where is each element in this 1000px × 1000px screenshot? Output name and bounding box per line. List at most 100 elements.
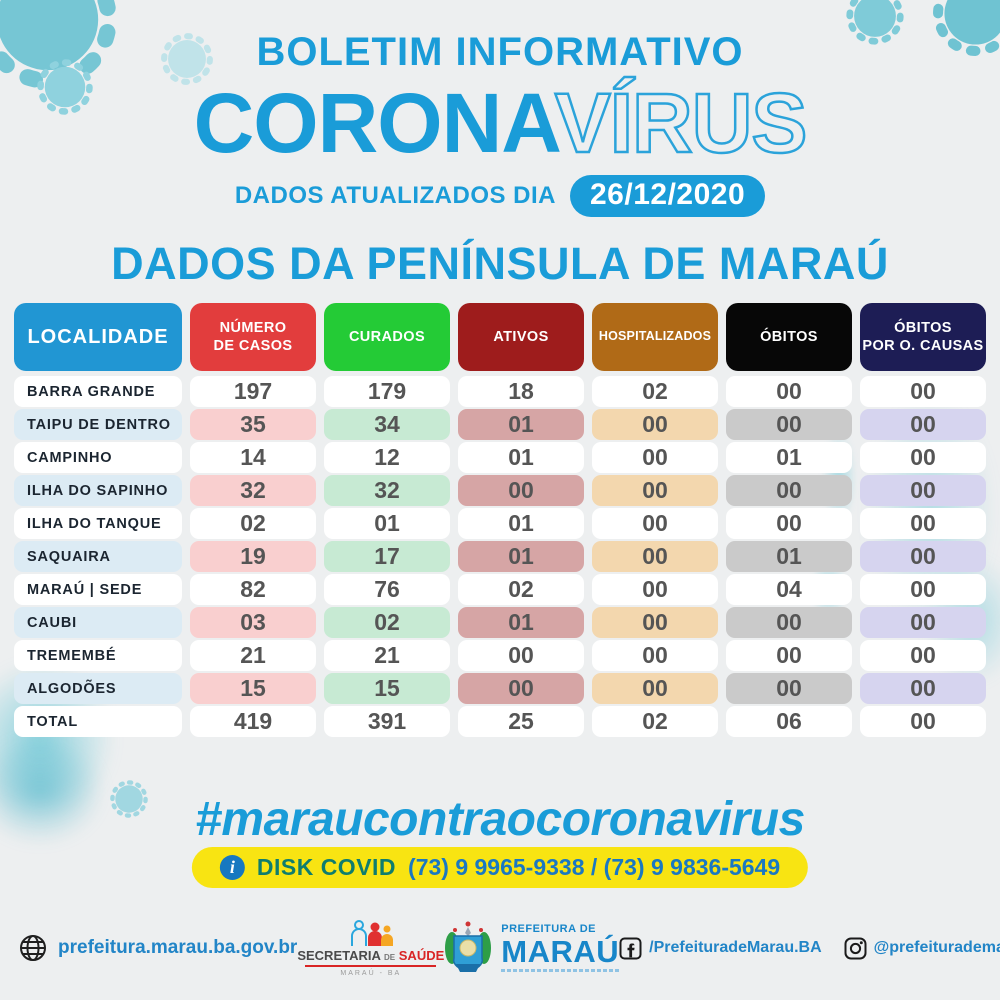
cell-curados: 34: [324, 409, 450, 440]
cell-localidade: MARAÚ | SEDE: [14, 574, 182, 605]
table-row: BARRA GRANDE 197 179 18 02 00 00: [14, 376, 986, 407]
cell-localidade: TAIPU DE DENTRO: [14, 409, 182, 440]
cell-obitos-por-o-causas: 00: [860, 673, 986, 704]
cell-obitos: 00: [726, 673, 852, 704]
updated-label: DADOS ATUALIZADOS DIA: [234, 182, 556, 209]
cell-ativos: 18: [458, 376, 584, 407]
cell-obitos-por-o-causas: 00: [860, 409, 986, 440]
cell-hospitalizados: 00: [592, 508, 718, 539]
cell-ativos: 01: [458, 409, 584, 440]
cell-curados: 32: [324, 475, 450, 506]
cell-curados: 01: [324, 508, 450, 539]
cell-localidade: SAQUAIRA: [14, 541, 182, 572]
cell-numero-de-casos: 19: [190, 541, 316, 572]
cell-curados: 17: [324, 541, 450, 572]
cell-hospitalizados: 02: [592, 706, 718, 737]
globe-icon: [20, 935, 46, 961]
cell-numero-de-casos: 32: [190, 475, 316, 506]
cell-obitos: 04: [726, 574, 852, 605]
column-header-numero-de-casos: NÚMERO DE CASOS: [190, 303, 316, 371]
updated-row: DADOS ATUALIZADOS DIA 26/12/2020: [0, 175, 1000, 217]
cell-obitos-por-o-causas: 00: [860, 640, 986, 671]
cell-hospitalizados: 00: [592, 409, 718, 440]
cell-hospitalizados: 00: [592, 574, 718, 605]
cell-obitos: 01: [726, 442, 852, 473]
cell-ativos: 01: [458, 541, 584, 572]
cell-ativos: 01: [458, 508, 584, 539]
cell-obitos-por-o-causas: 00: [860, 706, 986, 737]
table-row: MARAÚ | SEDE 82 76 02 00 04 00: [14, 574, 986, 605]
cell-numero-de-casos: 21: [190, 640, 316, 671]
cell-obitos-por-o-causas: 00: [860, 574, 986, 605]
cell-numero-de-casos: 02: [190, 508, 316, 539]
cell-curados: 76: [324, 574, 450, 605]
cell-hospitalizados: 00: [592, 607, 718, 638]
cell-hospitalizados: 00: [592, 541, 718, 572]
website-url[interactable]: prefeitura.marau.ba.gov.br: [58, 937, 298, 958]
cell-localidade: ILHA DO TANQUE: [14, 508, 182, 539]
cell-localidade: BARRA GRANDE: [14, 376, 182, 407]
table-row: TOTAL 419 391 25 02 06 00: [14, 706, 986, 737]
cell-numero-de-casos: 419: [190, 706, 316, 737]
facebook-link[interactable]: /PrefeituradeMarau.BA: [619, 937, 822, 960]
column-header-localidade: LOCALIDADE: [14, 303, 182, 371]
cell-ativos: 02: [458, 574, 584, 605]
cell-curados: 21: [324, 640, 450, 671]
facebook-icon: [619, 937, 642, 959]
social-links: /PrefeituradeMarau.BA @prefeiturademarau: [619, 937, 1000, 960]
website-link[interactable]: prefeitura.marau.ba.gov.br: [18, 933, 297, 963]
table-row: CAUBI 03 02 01 00 00 00: [14, 607, 986, 638]
table-row: TAIPU DE DENTRO 35 34 01 00 00 00: [14, 409, 986, 440]
cell-ativos: 25: [458, 706, 584, 737]
secretaria-saude-word: SAÚDE: [398, 947, 445, 963]
info-icon: i: [219, 855, 245, 880]
cell-ativos: 00: [458, 673, 584, 704]
campaign-hashtag: #maraucontraocoronavirus: [195, 793, 805, 846]
cell-obitos: 00: [726, 640, 852, 671]
cell-obitos-por-o-causas: 00: [860, 508, 986, 539]
covid-data-table: LOCALIDADE NÚMERO DE CASOS CURADOS ATIVOS HO…: [14, 303, 986, 739]
secretaria-figures-icon: [297, 919, 444, 946]
facebook-handle[interactable]: /PrefeituradeMarau.BA: [649, 939, 822, 956]
prefeitura-name: MARAÚ: [501, 934, 620, 969]
cell-numero-de-casos: 82: [190, 574, 316, 605]
prefeitura-logo-text: PREFEITURA DE MARAÚ: [501, 924, 620, 972]
cell-hospitalizados: 00: [592, 475, 718, 506]
cell-hospitalizados: 02: [592, 376, 718, 407]
cell-obitos-por-o-causas: 00: [860, 376, 986, 407]
table-row: ILHA DO SAPINHO 32 32 00 00 00 00: [14, 475, 986, 506]
cell-localidade: ALGODÕES: [14, 673, 182, 704]
cell-numero-de-casos: 14: [190, 442, 316, 473]
secretaria-logo-rule: [305, 964, 437, 967]
marau-crest-icon: [445, 921, 492, 972]
column-header-hospitalizados: HOSPITALIZADOS: [592, 303, 718, 371]
cell-localidade: ILHA DO SAPINHO: [14, 475, 182, 506]
cell-hospitalizados: 00: [592, 640, 718, 671]
column-header-obitos-por-o-causas: ÓBITOS POR O. CAUSAS: [860, 303, 986, 371]
column-header-curados: CURADOS: [324, 303, 450, 371]
table-body: BARRA GRANDE 197 179 18 02 00 00 TAIPU DE DENTR…: [14, 376, 986, 737]
cell-obitos: 00: [726, 508, 852, 539]
table-row: ALGODÕES 15 15 00 00 00 00: [14, 673, 986, 704]
instagram-link[interactable]: @prefeiturademarau: [844, 937, 1000, 960]
cell-hospitalizados: 00: [592, 673, 718, 704]
secretaria-word: SECRETARIA: [297, 947, 381, 963]
cell-hospitalizados: 00: [592, 442, 718, 473]
table-row: CAMPINHO 14 12 01 00 01 00: [14, 442, 986, 473]
secretaria-de: DE: [384, 952, 396, 962]
cell-localidade: TOTAL: [14, 706, 182, 737]
title-solid-part: CORONA: [193, 76, 556, 170]
cell-curados: 15: [324, 673, 450, 704]
cell-obitos-por-o-causas: 00: [860, 475, 986, 506]
cell-numero-de-casos: 03: [190, 607, 316, 638]
cell-numero-de-casos: 35: [190, 409, 316, 440]
cell-obitos-por-o-causas: 00: [860, 607, 986, 638]
instagram-handle[interactable]: @prefeiturademarau: [873, 939, 1000, 956]
secretaria-logo-subtext: MARAÚ - BA: [340, 969, 402, 977]
cell-numero-de-casos: 15: [190, 673, 316, 704]
cell-obitos: 00: [726, 607, 852, 638]
table-row: TREMEMBÉ 21 21 00 00 00 00: [14, 640, 986, 671]
hotline-banner: i DISK COVID (73) 9 9965-9338 / (73) 9 9…: [191, 847, 809, 888]
cell-ativos: 01: [458, 607, 584, 638]
cell-ativos: 01: [458, 442, 584, 473]
